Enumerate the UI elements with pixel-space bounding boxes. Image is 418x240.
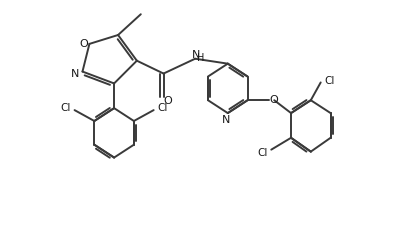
Text: N: N <box>222 115 230 125</box>
Text: Cl: Cl <box>61 103 71 113</box>
Text: N: N <box>70 69 79 78</box>
Text: H: H <box>197 53 205 63</box>
Text: Cl: Cl <box>257 148 268 158</box>
Text: O: O <box>270 95 279 105</box>
Text: Cl: Cl <box>157 103 168 113</box>
Text: O: O <box>79 39 88 49</box>
Text: Cl: Cl <box>324 77 335 86</box>
Text: N: N <box>192 50 200 60</box>
Text: O: O <box>163 96 172 106</box>
